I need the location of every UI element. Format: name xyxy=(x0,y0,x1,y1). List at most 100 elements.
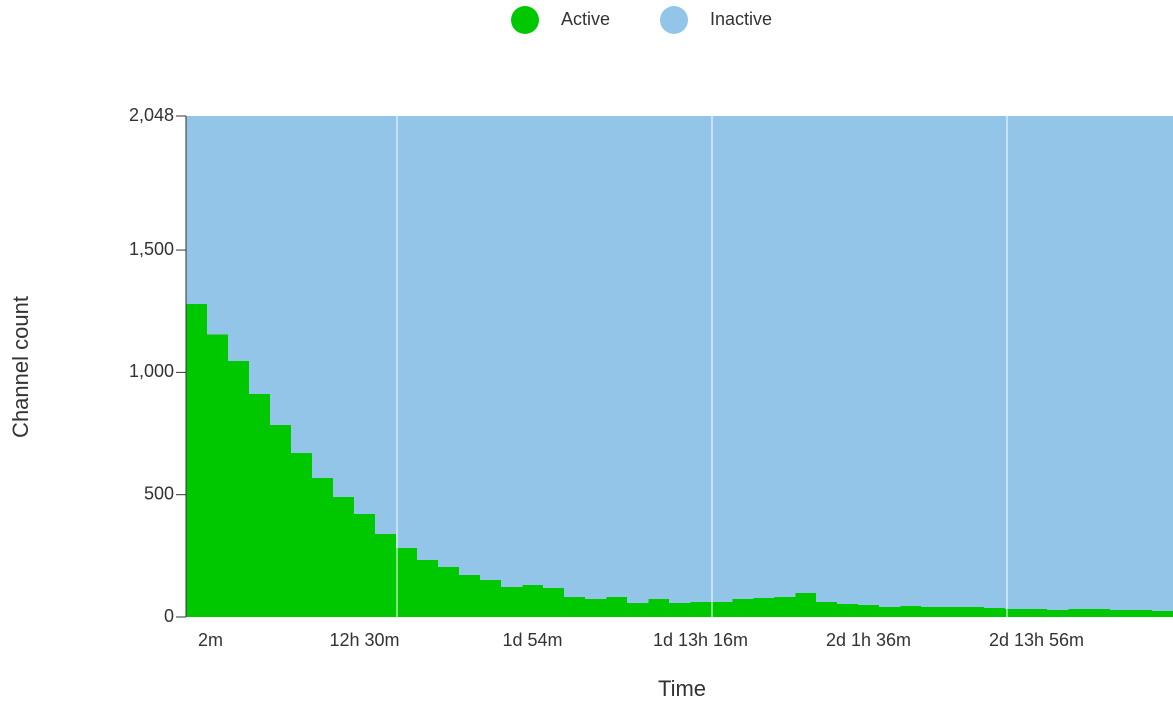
bar xyxy=(648,116,670,599)
bar xyxy=(879,116,901,607)
bar xyxy=(249,393,271,617)
plot-area xyxy=(186,116,1173,617)
bar xyxy=(207,334,229,617)
bar xyxy=(501,586,523,617)
bar xyxy=(606,116,628,597)
y-tick-label: 1,500 xyxy=(129,239,174,259)
bar xyxy=(795,593,817,617)
bar xyxy=(480,116,502,581)
bar xyxy=(417,560,439,617)
bar xyxy=(564,596,586,617)
bar xyxy=(816,116,838,603)
bar xyxy=(711,116,733,603)
bar xyxy=(1089,608,1111,617)
bar xyxy=(543,587,565,617)
bar xyxy=(921,606,943,617)
bar xyxy=(732,116,754,599)
legend-swatch xyxy=(511,6,539,34)
bar xyxy=(1110,609,1132,617)
bar xyxy=(627,603,649,617)
bar xyxy=(585,598,607,617)
bar xyxy=(1152,610,1173,617)
bar xyxy=(879,606,901,617)
bar xyxy=(291,116,313,454)
bar xyxy=(1026,608,1048,617)
y-tick-label: 1,000 xyxy=(129,361,174,381)
bar xyxy=(333,116,355,498)
x-tick-label: 2m xyxy=(198,630,223,650)
bar xyxy=(837,604,859,617)
bar xyxy=(1068,608,1090,617)
bar xyxy=(396,548,418,617)
legend-label: Active xyxy=(561,9,610,29)
bar xyxy=(942,116,964,607)
bar xyxy=(690,116,712,603)
bar xyxy=(669,603,691,617)
bar xyxy=(837,116,859,605)
bar xyxy=(438,116,460,568)
bar xyxy=(333,497,355,617)
x-tick-label: 2d 13h 56m xyxy=(989,630,1084,650)
bar xyxy=(312,478,334,617)
bar xyxy=(1047,609,1069,617)
y-tick-label: 500 xyxy=(144,483,174,503)
bar xyxy=(354,514,376,617)
x-tick-label: 12h 30m xyxy=(329,630,399,650)
bar xyxy=(648,598,670,617)
x-tick-label: 1d 13h 16m xyxy=(653,630,748,650)
bar xyxy=(606,596,628,617)
separators xyxy=(396,116,1008,617)
bar xyxy=(627,116,649,604)
bar xyxy=(690,602,712,617)
bar xyxy=(900,605,922,617)
bar xyxy=(963,606,985,617)
bar xyxy=(711,602,733,617)
y-axis-title: Channel count xyxy=(8,296,33,438)
bar xyxy=(858,116,880,606)
bar xyxy=(942,606,964,617)
bar xyxy=(564,116,586,597)
bar xyxy=(1131,609,1153,617)
bar xyxy=(459,116,481,575)
bar xyxy=(795,116,817,594)
bar xyxy=(984,116,1006,608)
bar xyxy=(753,116,775,598)
x-tick-label: 1d 54m xyxy=(502,630,562,650)
bar xyxy=(249,116,271,394)
bar xyxy=(753,597,775,617)
bar xyxy=(543,116,565,588)
bar xyxy=(417,116,439,561)
bar xyxy=(1110,116,1132,610)
bar xyxy=(1152,116,1173,611)
bar xyxy=(858,605,880,617)
bar xyxy=(585,116,607,599)
bar xyxy=(1131,116,1153,610)
bar xyxy=(1047,116,1069,610)
bar xyxy=(375,116,397,535)
bar xyxy=(1005,608,1027,617)
bar xyxy=(270,116,292,425)
bar xyxy=(669,116,691,604)
bar xyxy=(228,360,250,617)
bar xyxy=(984,607,1006,617)
bar xyxy=(270,424,292,617)
legend-swatch xyxy=(660,6,688,34)
bar xyxy=(207,116,229,335)
x-tick-label: 2d 1h 36m xyxy=(826,630,911,650)
bar xyxy=(774,116,796,597)
bar xyxy=(1026,116,1048,609)
bar xyxy=(438,567,460,617)
bar xyxy=(1005,116,1027,609)
bar xyxy=(291,453,313,617)
bar xyxy=(375,534,397,617)
bar xyxy=(522,584,544,617)
bar xyxy=(1089,116,1111,609)
bar xyxy=(228,116,250,361)
bar xyxy=(900,116,922,606)
bar xyxy=(963,116,985,607)
legend-label: Inactive xyxy=(710,9,772,29)
bar xyxy=(396,116,418,549)
bar xyxy=(312,116,334,479)
y-tick-label: 0 xyxy=(164,606,174,626)
